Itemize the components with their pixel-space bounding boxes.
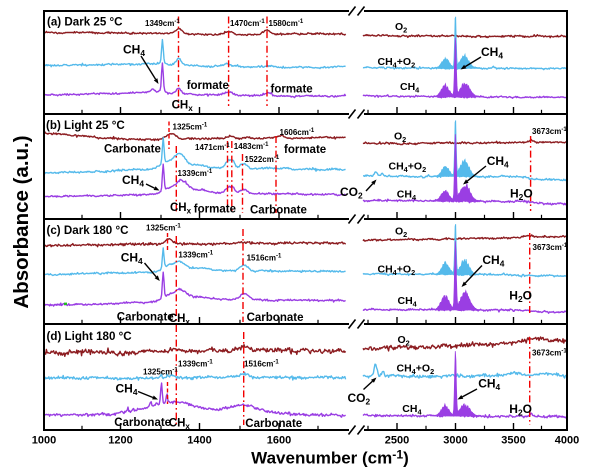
svg-text:H2​O: H2​O [509,289,532,305]
svg-text:2500: 2500 [385,435,409,447]
svg-text:1325cm-1: 1325cm-1 [143,368,178,377]
svg-text:CH4​+O2​: CH4​+O2​ [397,363,435,377]
svg-text:Carbonate: Carbonate [104,144,161,156]
svg-text:CH4​: CH4​ [481,45,503,61]
svg-text:1606cm-1: 1606cm-1 [280,128,315,137]
svg-text:3500: 3500 [501,435,525,447]
svg-text:Carbonate: Carbonate [114,417,171,429]
svg-text:1516cm-1: 1516cm-1 [244,360,279,369]
svg-text:1325cm-1: 1325cm-1 [146,224,181,233]
svg-text:CH4​+O2​: CH4​+O2​ [378,264,416,278]
svg-text:CH4​: CH4​ [398,295,418,309]
svg-text:1325cm-1: 1325cm-1 [173,123,208,132]
svg-text:4000: 4000 [555,435,579,447]
svg-text:CH4​: CH4​ [487,154,509,170]
svg-text:CH4​: CH4​ [116,382,138,398]
svg-text:1470cm-1: 1470cm-1 [230,19,265,28]
svg-text:Wavenumber (cm-1): Wavenumber (cm-1) [251,448,409,468]
svg-text:CH4​: CH4​ [122,173,144,189]
svg-text:3000: 3000 [443,435,467,447]
svg-text:1000: 1000 [32,435,56,447]
svg-text:formate: formate [187,80,229,92]
svg-text:(c) Dark 180 °C: (c) Dark 180 °C [47,224,130,237]
svg-text:3673cm-1: 3673cm-1 [532,349,567,358]
svg-text:CH4​: CH4​ [121,251,143,267]
svg-text:CO2​: CO2​ [348,391,371,407]
svg-text:(a) Dark 25 °C: (a) Dark 25 °C [47,16,123,29]
svg-text:CH4​: CH4​ [400,81,420,95]
svg-text:CHx​: CHx​ [170,202,192,216]
svg-text:CH4​: CH4​ [478,377,500,393]
svg-text:(d) Light 180 °C: (d) Light 180 °C [47,330,133,343]
svg-text:CHx​: CHx​ [169,418,191,432]
svg-text:formate: formate [284,144,326,156]
svg-text:CHx​: CHx​ [169,313,191,327]
svg-text:1471cm-1: 1471cm-1 [195,143,230,152]
svg-text:Absorbance (a.u.): Absorbance (a.u.) [10,135,33,308]
svg-text:Carbonate: Carbonate [250,205,307,217]
svg-text:CH4​+O2​: CH4​+O2​ [378,56,416,70]
svg-text:H2​O: H2​O [510,187,533,203]
svg-text:Carbonate: Carbonate [247,312,304,324]
svg-text:CH4​: CH4​ [123,43,145,59]
svg-text:1339cm-1: 1339cm-1 [178,169,213,178]
svg-text:1349cm-1: 1349cm-1 [145,19,180,28]
svg-text:H2​O: H2​O [509,402,532,418]
svg-text:CH4​+O2​: CH4​+O2​ [389,161,427,175]
svg-text:Carbonate: Carbonate [245,418,302,430]
svg-text:3673cm-1: 3673cm-1 [533,243,568,252]
svg-text:CH4​: CH4​ [397,189,417,203]
svg-text:CO2​: CO2​ [340,185,363,201]
svg-text:CHx​: CHx​ [172,100,194,114]
svg-text:CH4​: CH4​ [402,403,422,417]
svg-text:1600: 1600 [267,435,291,447]
svg-text:1400: 1400 [187,435,211,447]
svg-text:(b) Light 25 °C: (b) Light 25 °C [46,119,125,132]
svg-text:1339cm-1: 1339cm-1 [178,251,213,260]
svg-text:1200: 1200 [108,435,132,447]
svg-text:Carbonate: Carbonate [117,312,174,324]
svg-text:3673cm-1: 3673cm-1 [532,127,567,136]
svg-text:CH4​: CH4​ [482,253,504,269]
svg-text:formate: formate [271,83,313,95]
svg-text:1522cm-1: 1522cm-1 [245,155,280,164]
svg-text:1339cm-1: 1339cm-1 [178,360,213,369]
svg-text:formate: formate [194,204,236,216]
svg-text:1580cm-1: 1580cm-1 [269,19,304,28]
svg-text:1516cm-1: 1516cm-1 [247,254,282,263]
svg-text:1483cm-1: 1483cm-1 [234,142,269,151]
